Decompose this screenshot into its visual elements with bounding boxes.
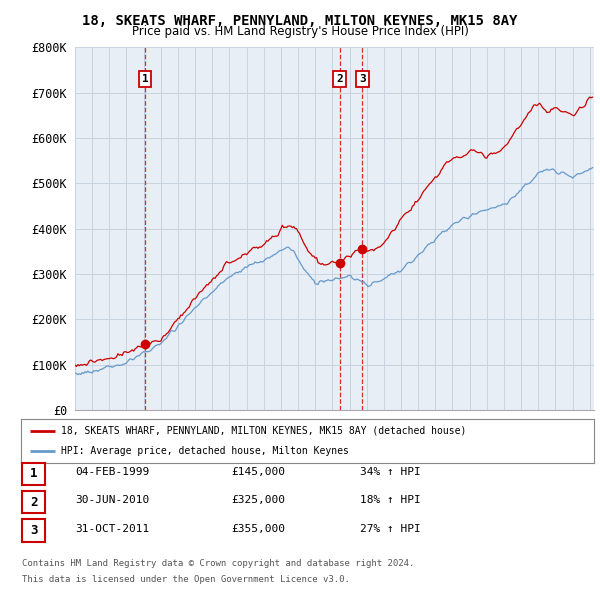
Text: 18, SKEATS WHARF, PENNYLAND, MILTON KEYNES, MK15 8AY: 18, SKEATS WHARF, PENNYLAND, MILTON KEYN… bbox=[82, 14, 518, 28]
Text: HPI: Average price, detached house, Milton Keynes: HPI: Average price, detached house, Milt… bbox=[61, 446, 349, 456]
Text: 34% ↑ HPI: 34% ↑ HPI bbox=[360, 467, 421, 477]
Text: 18, SKEATS WHARF, PENNYLAND, MILTON KEYNES, MK15 8AY (detached house): 18, SKEATS WHARF, PENNYLAND, MILTON KEYN… bbox=[61, 426, 466, 436]
Text: 1: 1 bbox=[142, 74, 148, 84]
Text: 30-JUN-2010: 30-JUN-2010 bbox=[75, 496, 149, 505]
Text: 2: 2 bbox=[336, 74, 343, 84]
Text: 18% ↑ HPI: 18% ↑ HPI bbox=[360, 496, 421, 505]
Text: £325,000: £325,000 bbox=[231, 496, 285, 505]
Text: £145,000: £145,000 bbox=[231, 467, 285, 477]
Text: 27% ↑ HPI: 27% ↑ HPI bbox=[360, 524, 421, 533]
Text: This data is licensed under the Open Government Licence v3.0.: This data is licensed under the Open Gov… bbox=[22, 575, 350, 584]
Text: £355,000: £355,000 bbox=[231, 524, 285, 533]
Text: 2: 2 bbox=[30, 496, 37, 509]
Text: 31-OCT-2011: 31-OCT-2011 bbox=[75, 524, 149, 533]
Text: 3: 3 bbox=[359, 74, 366, 84]
Text: 1: 1 bbox=[30, 467, 37, 480]
Text: Price paid vs. HM Land Registry's House Price Index (HPI): Price paid vs. HM Land Registry's House … bbox=[131, 25, 469, 38]
Text: 3: 3 bbox=[30, 524, 37, 537]
Text: 04-FEB-1999: 04-FEB-1999 bbox=[75, 467, 149, 477]
Text: Contains HM Land Registry data © Crown copyright and database right 2024.: Contains HM Land Registry data © Crown c… bbox=[22, 559, 415, 568]
